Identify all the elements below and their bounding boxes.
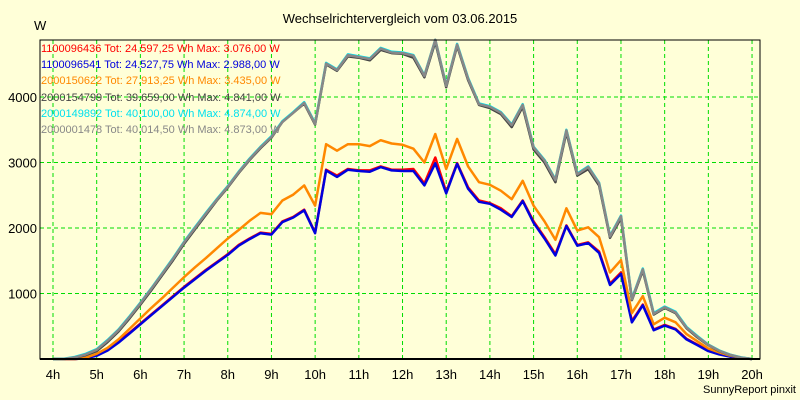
x-tick-label: 18h: [654, 367, 676, 382]
legend-entry: 1100096541 Tot: 24.527,75 Wh Max: 2.988,…: [41, 59, 280, 72]
y-tick-label: 3000: [8, 156, 37, 171]
y-tick-label: 1000: [8, 287, 37, 302]
x-tick-label: 4h: [46, 367, 60, 382]
x-tick-label: 8h: [221, 367, 235, 382]
legend-entry: 2000150622 Tot: 27.913,25 Wh Max: 3.435,…: [41, 75, 281, 88]
x-tick-label: 15h: [523, 367, 545, 382]
credit-text: SunnyReport pinxit: [703, 384, 796, 396]
legend-entry: 2000154799 Tot: 39.659,00 Wh Max: 4.841,…: [41, 91, 281, 104]
x-tick-label: 6h: [133, 367, 147, 382]
x-tick-label: 19h: [697, 367, 719, 382]
x-tick-label: 20h: [741, 367, 763, 382]
legend-entry: 2000149892 Tot: 40.100,00 Wh Max: 4.874,…: [41, 107, 281, 120]
x-tick-label: 12h: [392, 367, 414, 382]
chart-title: Wechselrichtervergleich vom 03.06.2015: [282, 11, 518, 26]
series-line-2000001478: [53, 38, 753, 361]
x-tick-label: 7h: [177, 367, 191, 382]
x-tick-label: 10h: [304, 367, 326, 382]
x-tick-label: 11h: [348, 367, 369, 382]
legend-entry: 2000001478 Tot: 40.014,50 Wh Max: 4.873,…: [41, 124, 281, 137]
series-line-2000150622: [53, 132, 753, 361]
grid-lines: [40, 40, 760, 359]
x-tick-label: 9h: [264, 367, 278, 382]
x-tick-label: 14h: [479, 367, 501, 382]
series-lines: [52, 38, 753, 361]
legend-entry: 1100096436 Tot: 24.597,25 Wh Max: 3.076,…: [41, 43, 280, 55]
y-axis-ticks: 1000 2000 3000 4000: [8, 90, 37, 302]
y-tick-label: 2000: [8, 221, 37, 236]
series-line-1100096541: [53, 162, 753, 361]
legend: 1100096436 Tot: 24.597,25 Wh Max: 3.076,…: [41, 41, 281, 138]
y-tick-label: 4000: [8, 90, 37, 105]
axes: [39, 39, 761, 360]
x-tick-label: 5h: [89, 367, 103, 382]
y-axis-unit: W: [34, 18, 47, 33]
x-tick-label: 17h: [610, 367, 632, 382]
x-axis-ticks: 4h 5h 6h 7h 8h 9h 10h 11h 12h 13h 14h 15h 16h 17h 18h 1…: [46, 367, 763, 382]
x-tick-label: 16h: [566, 367, 588, 382]
x-tick-label: 13h: [435, 367, 457, 382]
